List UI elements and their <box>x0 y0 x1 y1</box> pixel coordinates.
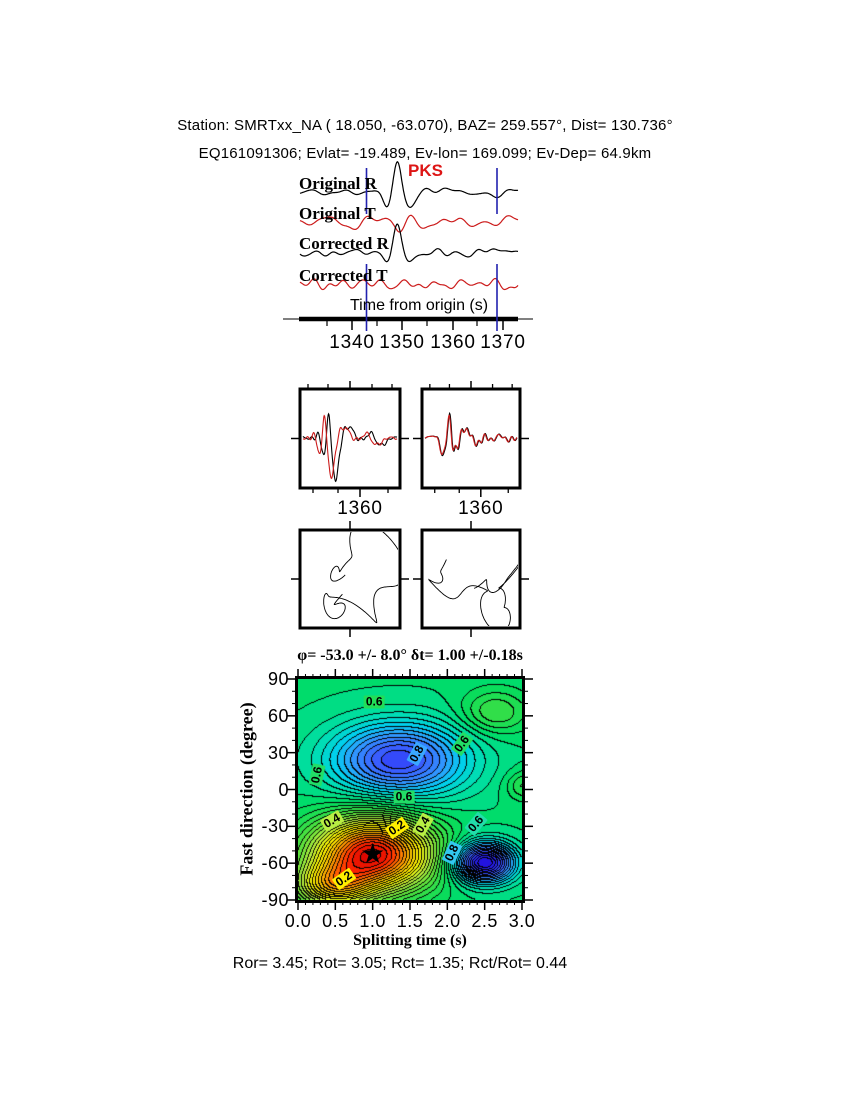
contour-y-tick-label: 30 <box>267 742 289 763</box>
contour-x-tick-label: 3.0 <box>508 911 536 931</box>
contour-y-tick-label: 90 <box>267 669 289 689</box>
contour-xlabel: Splitting time (s) <box>353 932 467 949</box>
trace-label-original-t: Original T <box>299 204 376 223</box>
phase-arrival-label: PKS <box>408 161 443 180</box>
time-axis-tick-label: 1340 <box>329 332 375 353</box>
contour-x-tick-label: 2.5 <box>471 911 498 931</box>
contour-y-tick-label: 60 <box>267 705 289 726</box>
station-title: Station: SMRTxx_NA ( 18.050, -63.070), B… <box>177 117 673 134</box>
best-fit-star-marker: ★ <box>360 836 386 870</box>
contour-x-tick-label: 1.5 <box>396 911 424 931</box>
result-summary: Ror= 3.45; Rot= 3.05; Rct= 1.35; Rct/Rot… <box>232 955 568 972</box>
contour-ylabel: Fast direction (degree) <box>236 702 257 876</box>
time-axis-tick-label: 1350 <box>379 332 425 353</box>
contour-x-tick-label: 2.0 <box>434 911 461 931</box>
contour-y-tick-label: -60 <box>261 853 289 874</box>
contour-y-tick-label: -90 <box>261 890 289 910</box>
zoom-panel-tick-label: 1360 <box>337 498 383 519</box>
zoom-panel-tick-label: 1360 <box>458 498 504 519</box>
contour-x-tick-label: 1.0 <box>359 911 386 931</box>
event-title: EQ161091306; Evlat= -19.489, Ev-lon= 169… <box>198 145 652 162</box>
time-axis-tick-label: 1370 <box>480 332 526 353</box>
trace-label-corrected-t: Corrected T <box>299 266 388 285</box>
contour-x-tick-label: 0.5 <box>322 911 349 931</box>
contour-line-label: 0.6 <box>393 789 415 804</box>
contour-y-tick-label: 0 <box>278 779 289 800</box>
time-axis-tick-label: 1360 <box>430 332 476 353</box>
contour-title: φ= -53.0 +/- 8.0° δt= 1.00 +/-0.18s <box>297 647 523 664</box>
time-axis-label: Time from origin (s) <box>350 297 489 314</box>
contour-line-label: 0.6 <box>363 694 385 709</box>
contour-x-tick-label: 0.0 <box>284 911 312 931</box>
trace-label-original-r: Original R <box>299 174 377 193</box>
contour-y-tick-label: -30 <box>261 816 289 837</box>
trace-label-corrected-r: Corrected R <box>299 234 389 253</box>
